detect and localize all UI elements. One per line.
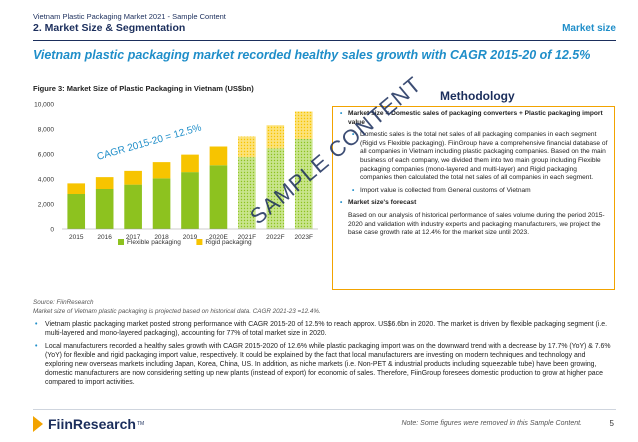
bullet-icon: • xyxy=(340,199,343,207)
legend-swatch-rigid xyxy=(196,239,203,245)
legend-label: Flexible packaging xyxy=(127,239,181,246)
source-line: Source: FiinResearch xyxy=(33,299,94,306)
bullet-icon: • xyxy=(35,343,38,350)
page-number: 5 xyxy=(609,419,614,428)
figure-caption: Figure 3: Market Size of Plastic Packagi… xyxy=(33,84,254,93)
x-tick-label: 2021F xyxy=(238,234,256,241)
bar-rigid-2018 xyxy=(152,162,171,179)
x-tick-label: 2019 xyxy=(183,234,198,241)
section-title: 2. Market Size & Segmentation xyxy=(33,22,186,34)
bar-flexible-2017 xyxy=(124,184,142,229)
methodology-item: • Domestic sales is the total net sales o… xyxy=(352,131,608,182)
fiinresearch-logo: FiinResearch TM xyxy=(33,413,144,435)
y-tick-label: 10,000 xyxy=(34,102,54,109)
bar-rigid-2015 xyxy=(67,183,86,194)
y-tick-label: 4,000 xyxy=(38,177,55,184)
bullet-icon: • xyxy=(340,110,343,117)
x-tick-label: 2020E xyxy=(209,234,228,241)
bar-rigid-2019 xyxy=(181,154,199,173)
commentary-bullets: • Vietnam plastic packaging market posted… xyxy=(33,320,613,391)
bar-flexible-2018 xyxy=(152,178,171,229)
market-size-chart: 0 2,000 4,000 6,000 8,000 10,000 2015 2016 2017… xyxy=(34,102,318,246)
header-subtitle: Vietnam Plastic Packaging Market 2021 - … xyxy=(33,12,226,21)
bullet-icon: • xyxy=(35,321,38,328)
logo-text: FiinResearch xyxy=(48,416,136,432)
bullet-icon: • xyxy=(352,186,355,194)
methodology-content: • Market size = Domestic sales of packagi… xyxy=(338,110,610,242)
logo-triangle-icon xyxy=(33,416,43,432)
bar-rigid-2022F xyxy=(266,125,285,149)
y-tick-label: 2,000 xyxy=(38,202,55,209)
x-tick-label: 2023F xyxy=(295,234,313,241)
y-tick-label: 8,000 xyxy=(38,127,55,134)
x-tick-label: 2016 xyxy=(97,234,112,241)
methodology-item: • Market size = Domestic sales of packagi… xyxy=(340,110,603,126)
methodology-item: • Import value is collected from General … xyxy=(352,186,531,194)
methodology-item: • Market size's forecast xyxy=(340,199,417,207)
x-tick-label: 2018 xyxy=(154,234,169,241)
bar-flexible-2016 xyxy=(95,189,114,229)
logo-trademark: TM xyxy=(136,421,145,427)
legend-label: Rigid packaging xyxy=(205,239,252,246)
page-headline: Vietnam plastic packaging market recorde… xyxy=(33,48,591,62)
bar-flexible-2019 xyxy=(181,172,199,229)
bar-flexible-2022F xyxy=(266,148,285,229)
x-tick-label: 2022F xyxy=(266,234,284,241)
commentary-bullet: • Local manufacturers recorded a healthy … xyxy=(35,343,611,386)
source-note: Source: FiinResearch Market size of Viet… xyxy=(33,298,321,316)
source-detail: Market size of Vietnam plastic packaging… xyxy=(33,308,321,315)
x-tick-label: 2017 xyxy=(126,234,141,241)
methodology-title: Methodology xyxy=(440,89,515,103)
y-tick-label: 6,000 xyxy=(38,152,55,159)
bar-flexible-2020E xyxy=(209,165,228,229)
methodology-box xyxy=(332,106,615,290)
bar-flexible-2015 xyxy=(67,194,86,229)
y-tick-label: 0 xyxy=(50,227,54,234)
bar-rigid-2023F xyxy=(294,111,313,139)
footer-divider xyxy=(33,409,616,410)
header-divider xyxy=(33,40,616,41)
section-label: Market size xyxy=(562,23,616,34)
commentary-bullet: • Vietnam plastic packaging market posted… xyxy=(35,321,608,337)
bullet-icon: • xyxy=(352,131,355,139)
bar-flexible-2021F xyxy=(238,157,256,229)
methodology-item: Based on our analysis of historical perf… xyxy=(348,211,605,237)
x-tick-label: 2015 xyxy=(69,234,84,241)
bar-flexible-2023F xyxy=(294,139,313,229)
footer-note: Note: Some figures were removed in this … xyxy=(401,420,582,427)
bar-rigid-2017 xyxy=(124,170,142,185)
legend-swatch-flexible xyxy=(118,239,124,245)
bar-rigid-2020E xyxy=(209,146,228,166)
bar-rigid-2016 xyxy=(95,177,114,189)
bar-rigid-2021F xyxy=(238,136,256,158)
